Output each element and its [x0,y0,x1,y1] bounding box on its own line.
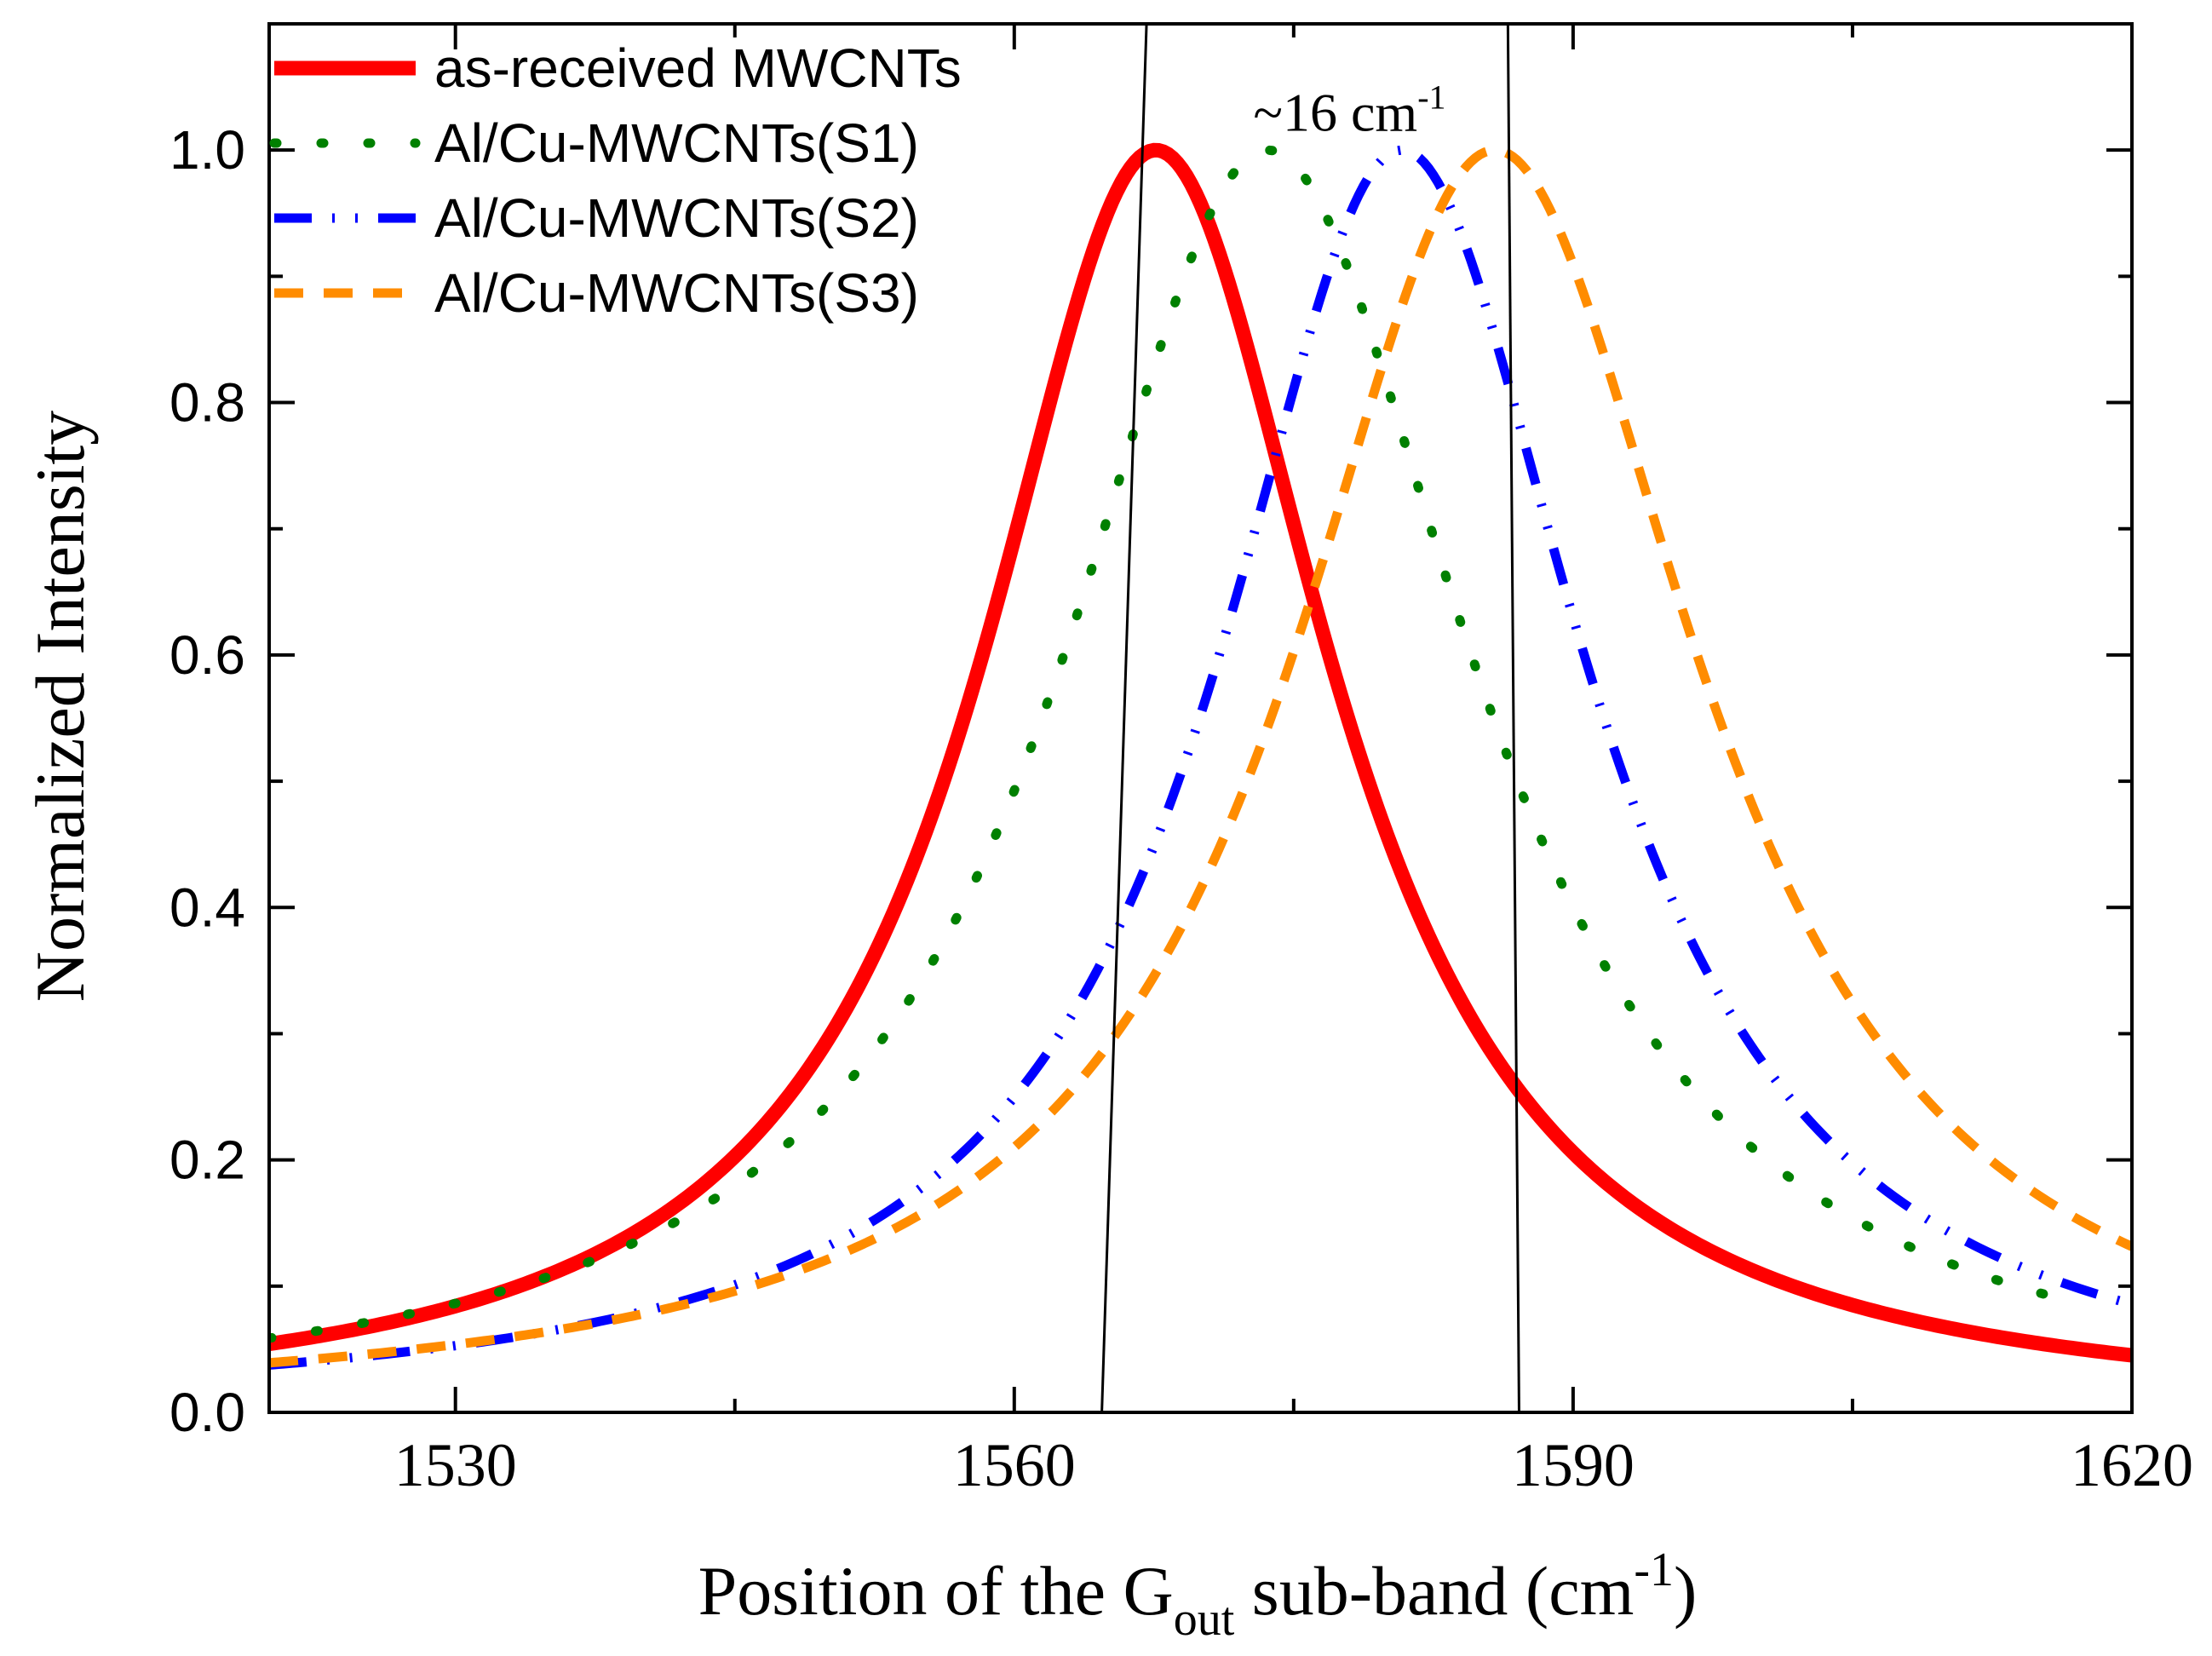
shift-annotation: ~16 cm-1 [1253,78,1445,143]
y-tick-label: 0.2 [169,1130,245,1191]
x-axis-title-close: ) [1674,1552,1697,1630]
x-tick-label: 1530 [394,1431,517,1499]
plot-frame [267,22,2134,1414]
series-line-3 [269,145,2132,1370]
series-line-4 [269,145,2132,1368]
x-axis-title-superscript: -1 [1634,1544,1674,1596]
reference-lines [1100,23,1520,1413]
y-tick-label: 1.0 [169,119,245,181]
series-line-1 [269,142,2132,1363]
y-tick-label: 0.4 [169,877,245,938]
x-axis-title-prefix: Position of the G [698,1552,1174,1630]
reference-line-1 [1100,23,1148,1413]
y-tick-label: 0.6 [169,624,245,686]
legend-label-4: Al/Cu-MWCNTs(S3) [434,262,919,324]
y-tick-label: 0.0 [169,1382,245,1443]
x-axis-title-suffix: sub-band (cm [1234,1552,1634,1630]
x-axis-title: Position of the Gout sub-band (cm-1) [698,1544,1698,1646]
x-tick-label: 1590 [1512,1431,1635,1499]
legend-label-1: as-received MWCNTs [434,37,962,99]
legend-label-2: Al/Cu-MWCNTs(S1) [434,112,919,174]
ticks: 1530 1560 1590 1620 0.0 0.2 0.4 0.6 0.8 1.0 [169,24,2193,1499]
series-line-2 [269,145,2090,1343]
y-axis-title: Normalized Intensity [21,411,99,1003]
x-tick-label: 1560 [953,1431,1076,1499]
legend-label-3: Al/Cu-MWCNTs(S2) [434,187,919,249]
series-lines [269,142,2132,1370]
annotation-main: ~16 cm [1253,83,1417,143]
reference-line-2 [1506,23,1520,1413]
x-axis-title-subscript: out [1174,1593,1235,1646]
annotation-superscript: -1 [1417,78,1445,117]
x-tick-label: 1620 [2071,1431,2193,1499]
y-tick-label: 0.8 [169,372,245,434]
legend: as-received MWCNTs Al/Cu-MWCNTs(S1) Al/Cu-… [269,37,962,324]
axes [267,22,2134,1414]
